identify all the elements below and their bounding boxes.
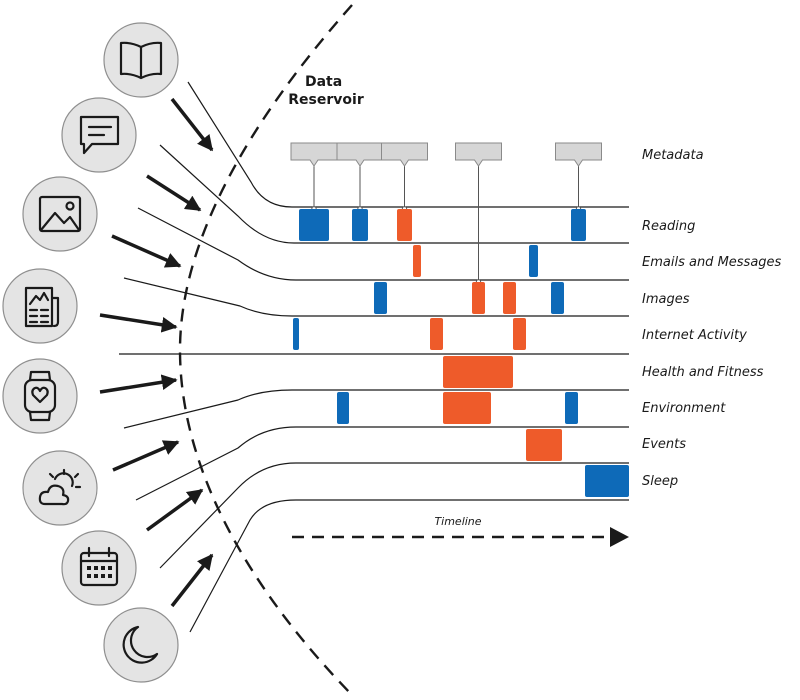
- event-block-blue: [293, 318, 299, 350]
- arrow-smartwatch: [99, 374, 178, 394]
- stream-line-sleep: [159, 462, 629, 569]
- smartwatch-icon: [2, 358, 78, 434]
- event-block-orange: [397, 209, 412, 241]
- arrow-reading: [170, 97, 214, 152]
- stream-line-images: [137, 207, 629, 281]
- category-label: Sleep: [642, 474, 678, 489]
- category-label: Internet Activity: [642, 328, 747, 343]
- event-block-blue: [529, 245, 538, 277]
- event-block-orange: [430, 318, 443, 350]
- metadata-tag: [555, 142, 602, 167]
- metadata-label: Metadata: [642, 148, 704, 163]
- event-blocks: [293, 209, 629, 497]
- stream-line-internet: [123, 277, 629, 317]
- event-block-orange: [443, 356, 513, 388]
- data-streams: [119, 81, 629, 633]
- calendar-icon: [61, 530, 137, 606]
- stream-line-emails: [159, 144, 629, 244]
- arrow-sleep: [170, 553, 214, 608]
- event-block-blue: [299, 209, 329, 241]
- event-block-blue: [565, 392, 578, 424]
- stream-line-bottom: [189, 499, 629, 633]
- moon-icon: [103, 607, 179, 683]
- arrow-newspaper: [99, 313, 178, 333]
- reservoir-title: Data Reservoir: [288, 74, 364, 108]
- message-icon: [61, 97, 137, 173]
- arrow-messages: [146, 174, 202, 212]
- weather-icon: [22, 450, 98, 526]
- event-block-orange: [443, 392, 491, 424]
- category-labels: Reading Emails and Messages Images Internet…: [642, 219, 782, 489]
- book-icon: [103, 22, 179, 98]
- metadata-tag: [336, 142, 384, 167]
- metadata-tag: [455, 142, 502, 167]
- image-icon: [22, 176, 98, 252]
- metadata-tag: [290, 142, 338, 167]
- category-label: Health and Fitness: [642, 365, 764, 380]
- category-label: Images: [642, 292, 690, 307]
- stream-line-reading: [187, 81, 629, 208]
- timeline-label: Timeline: [434, 515, 481, 528]
- event-block-blue: [571, 209, 586, 241]
- timeline-arrowhead: [610, 527, 629, 547]
- reservoir-boundary: [178, 4, 353, 696]
- arrow-images: [111, 234, 182, 268]
- stream-line-environment: [123, 389, 629, 429]
- category-label: Environment: [642, 401, 726, 416]
- event-block-orange: [503, 282, 516, 314]
- arrow-weather: [112, 440, 180, 472]
- event-block-orange: [513, 318, 526, 350]
- event-block-orange: [413, 245, 421, 277]
- event-block-orange: [472, 282, 485, 314]
- event-block-orange: [526, 429, 562, 461]
- newspaper-icon: [2, 268, 78, 344]
- event-block-blue: [551, 282, 564, 314]
- event-block-blue: [337, 392, 349, 424]
- event-block-blue: [352, 209, 368, 241]
- metadata-tags: [290, 142, 602, 285]
- category-label: Emails and Messages: [642, 255, 782, 270]
- category-label: Events: [642, 437, 686, 452]
- event-block-blue: [585, 465, 629, 497]
- stream-line-events: [135, 426, 629, 501]
- category-label: Reading: [642, 219, 695, 234]
- input-arrows: [99, 97, 214, 608]
- arrow-calendar: [145, 488, 204, 532]
- metadata-tag: [381, 142, 428, 167]
- event-block-blue: [374, 282, 387, 314]
